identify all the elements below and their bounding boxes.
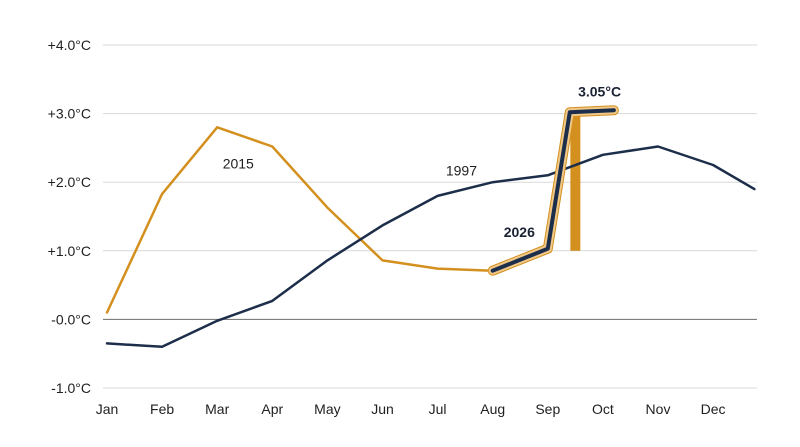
y-tick-label: +1.0°C <box>48 243 91 259</box>
x-tick-label: Feb <box>150 401 174 417</box>
annotation-layer: 2015 1997 2026 3.05°C <box>223 83 621 240</box>
highlight-bar <box>570 112 581 251</box>
series-line-1997 <box>105 145 756 349</box>
x-tick-label: Aug <box>480 401 505 417</box>
annotation-2026: 2026 <box>504 224 535 240</box>
x-tick-label: Oct <box>592 401 614 417</box>
y-axis-tick-labels: +4.0°C +3.0°C +2.0°C +1.0°C -0.0°C -1.0°C <box>48 37 91 396</box>
x-tick-label: Dec <box>701 401 726 417</box>
grid-layer <box>103 44 757 389</box>
x-tick-label: Sep <box>535 401 560 417</box>
y-tick-label: -0.0°C <box>51 311 91 327</box>
y-tick-label: +4.0°C <box>48 37 91 53</box>
x-tick-label: Jun <box>371 401 394 417</box>
x-tick-label: Nov <box>646 401 671 417</box>
x-axis-tick-labels: Jan Feb Mar Apr May Jun Jul Aug Sep Oct Nov Dec <box>96 401 726 417</box>
x-tick-label: Apr <box>261 401 283 417</box>
y-tick-label: +2.0°C <box>48 174 91 190</box>
annotation-3-05-c: 3.05°C <box>578 83 621 99</box>
y-tick-label: -1.0°C <box>51 380 91 396</box>
series-layer <box>105 105 756 349</box>
series-2026-glow <box>488 106 618 275</box>
x-tick-label: Jan <box>96 401 119 417</box>
annotation-2015: 2015 <box>223 155 254 171</box>
series-line-2026 <box>490 108 616 273</box>
x-tick-label: Mar <box>205 401 229 417</box>
series-line-2015 <box>105 126 494 314</box>
x-tick-label: May <box>314 401 340 417</box>
y-tick-label: +3.0°C <box>48 106 91 122</box>
annotation-1997: 1997 <box>446 162 477 178</box>
x-tick-label: Jul <box>429 401 447 417</box>
